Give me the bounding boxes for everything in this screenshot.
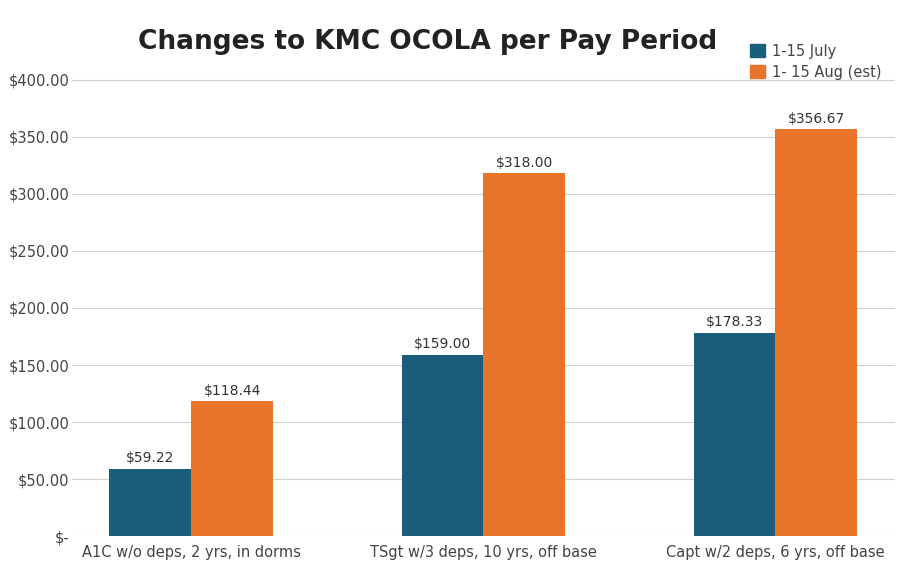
Bar — [693, 333, 775, 536]
Bar — [191, 401, 273, 536]
Bar — [109, 469, 191, 536]
Text: $356.67: $356.67 — [788, 112, 844, 126]
Text: $59.22: $59.22 — [126, 452, 175, 465]
Text: Changes to KMC OCOLA per Pay Period: Changes to KMC OCOLA per Pay Period — [138, 29, 717, 55]
Text: $318.00: $318.00 — [496, 156, 553, 170]
Bar — [775, 129, 857, 536]
Text: $159.00: $159.00 — [414, 337, 471, 352]
Legend: 1-15 July, 1- 15 Aug (est): 1-15 July, 1- 15 Aug (est) — [744, 38, 887, 86]
Text: $118.44: $118.44 — [204, 383, 261, 398]
Text: $178.33: $178.33 — [706, 315, 763, 329]
Bar — [483, 173, 565, 536]
Bar — [401, 355, 483, 536]
